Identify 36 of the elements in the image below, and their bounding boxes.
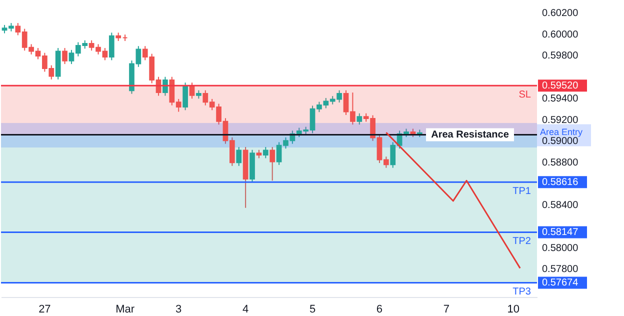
y-tick-label: 0.59520 [542, 80, 579, 92]
x-tick-label: 7 [443, 304, 450, 316]
x-tick-label: 5 [309, 304, 316, 316]
ref-line-label: TP3 [512, 286, 532, 298]
candlestick [162, 76, 168, 96]
x-tick-label: 4 [242, 304, 249, 316]
band-label: Area Entry [540, 127, 584, 138]
y-tick-label: 0.59800 [542, 50, 579, 62]
x-tick-label: 27 [38, 304, 51, 316]
y-tick-label: 0.59400 [542, 93, 579, 104]
candlestick [262, 146, 268, 159]
y-tick-label: 0.58800 [542, 157, 579, 168]
y-tick-label: 0.58616 [542, 177, 579, 188]
x-tick-label: 6 [376, 304, 383, 316]
ref-line-label: SL [518, 90, 532, 101]
y-tick-label: 0.59000 [542, 136, 579, 148]
x-tick-label: 3 [176, 304, 182, 316]
x-tick-label: Mar [116, 304, 135, 316]
x-tick-label: 10 [507, 304, 520, 316]
y-tick-label: 0.59200 [542, 114, 579, 126]
y-tick-label: 0.57674 [542, 278, 579, 289]
annotation: Area Resistance [431, 130, 510, 141]
y-tick-label: 0.60000 [542, 29, 579, 40]
y-tick-label: 0.57800 [542, 264, 579, 276]
candlestick [62, 48, 68, 65]
y-tick-label: 0.58147 [542, 227, 579, 238]
candlestick [356, 112, 362, 126]
y-tick-label: 0.60200 [542, 8, 579, 19]
y-tick-label: 0.58000 [542, 242, 579, 254]
y-tick-label: 0.58400 [542, 200, 579, 212]
ref-line-label: TP2 [512, 236, 532, 248]
candlestick [236, 146, 242, 166]
candlestick [270, 146, 276, 182]
candlestick [182, 82, 188, 111]
candlestick [108, 32, 114, 61]
ref-line-label: TP1 [512, 186, 532, 198]
